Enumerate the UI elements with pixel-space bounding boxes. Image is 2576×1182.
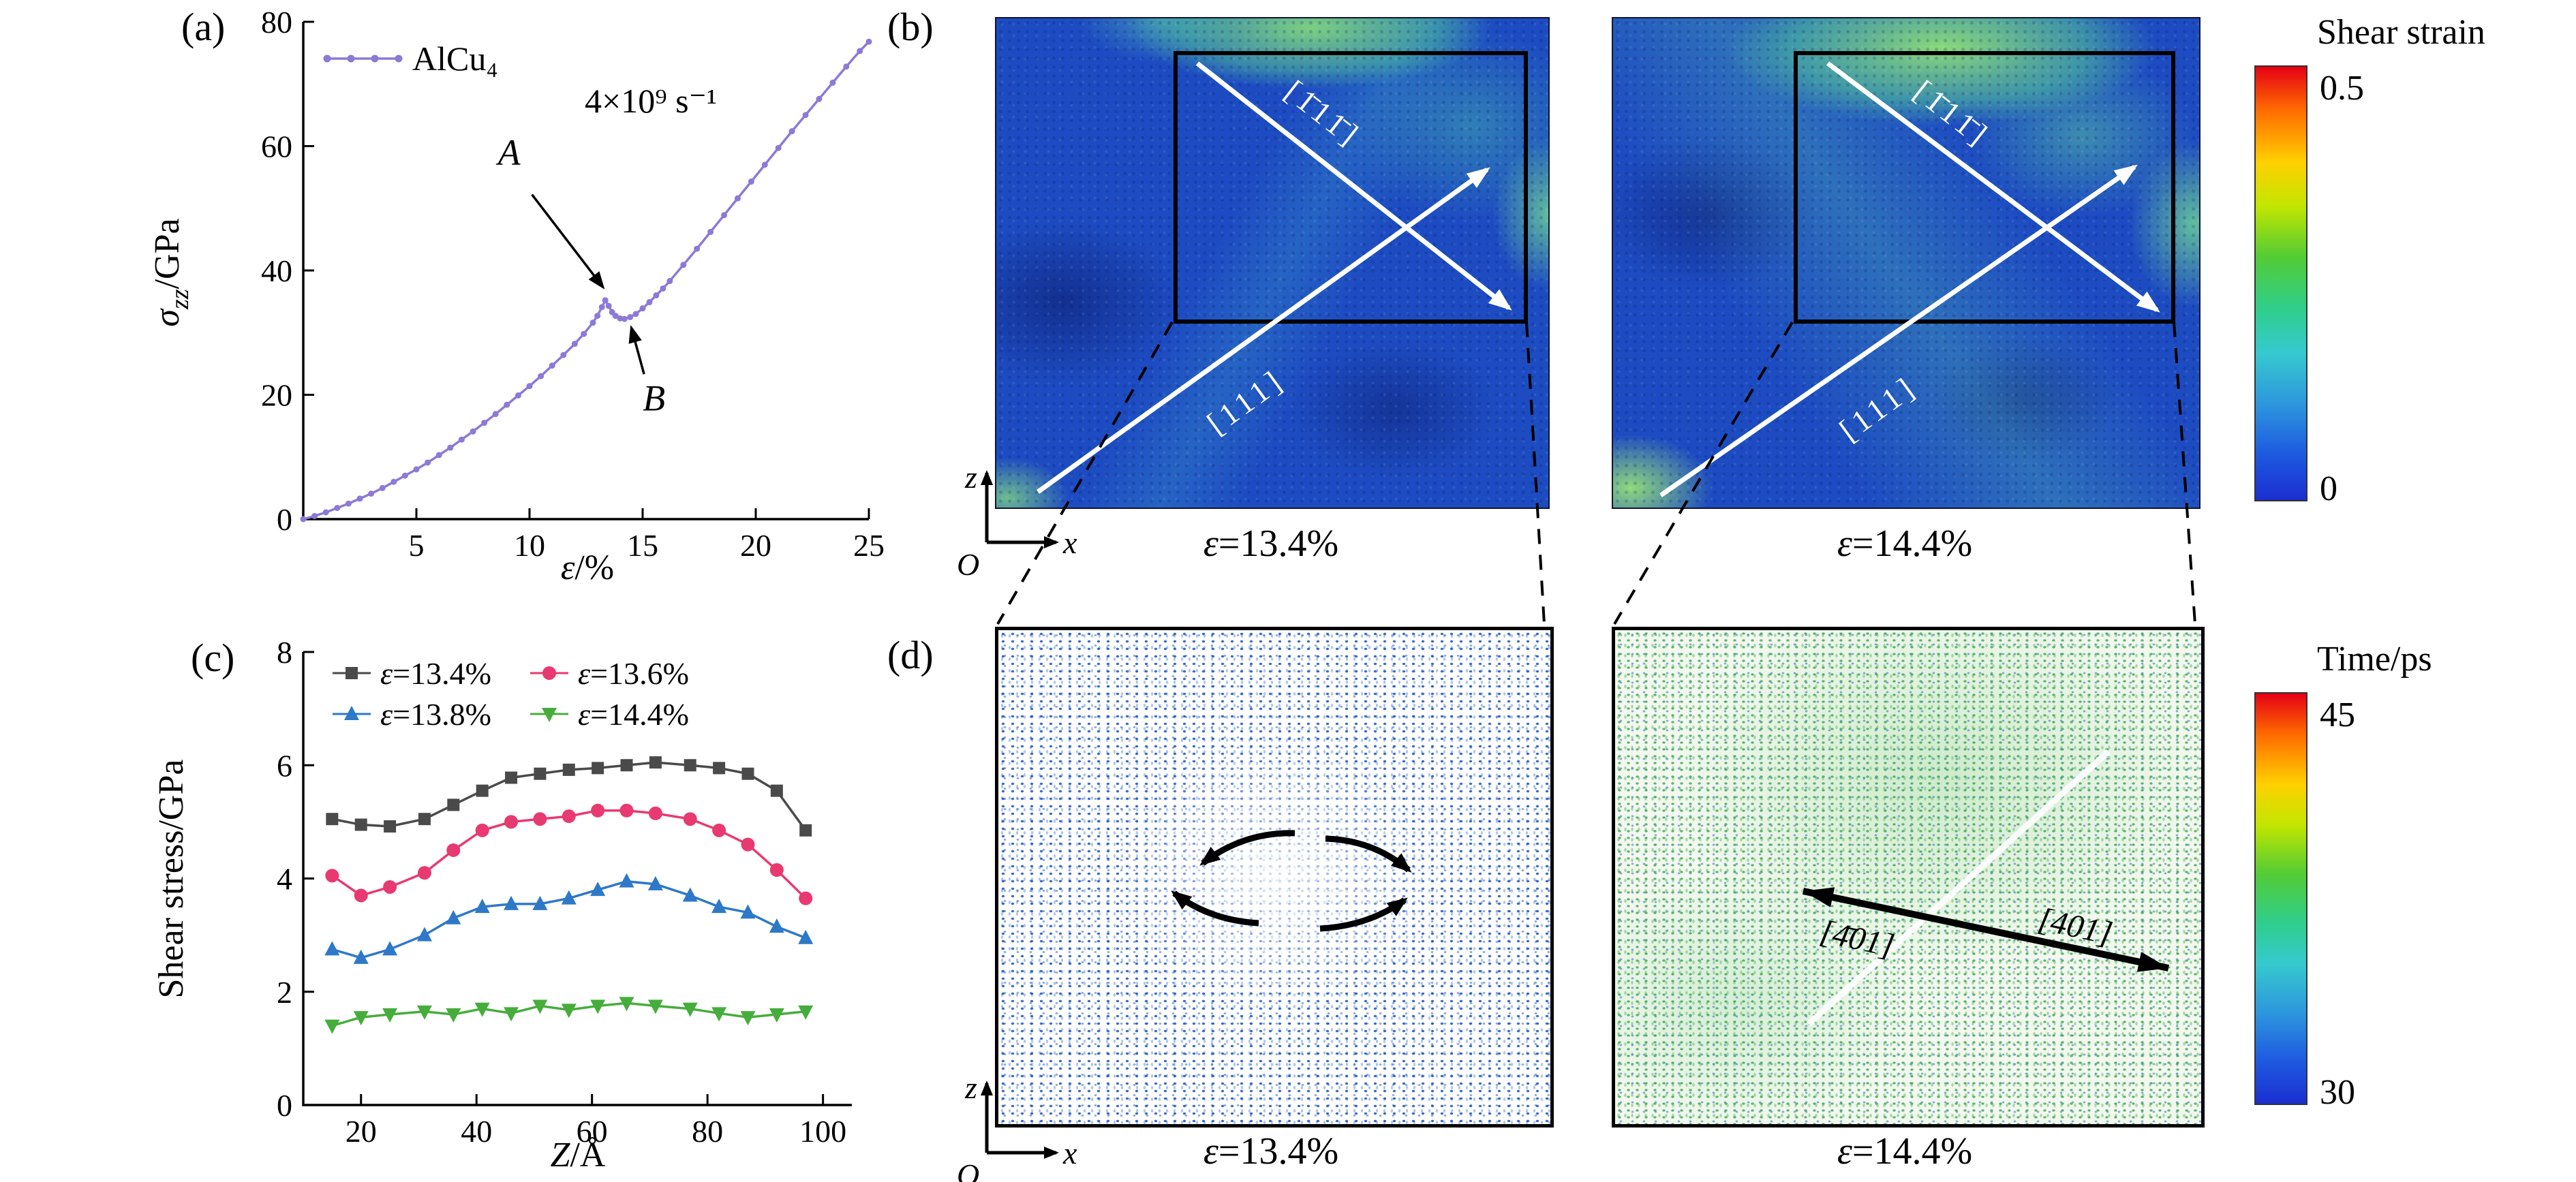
svg-text:60: 60	[261, 129, 292, 164]
zoom-region-box-1	[1174, 51, 1528, 324]
panel-c-label: (c)	[191, 636, 235, 680]
shear-colorbar-max: 0.5	[2320, 69, 2364, 108]
strain-map-1-overlay: [1̄11̄] [111]	[1036, 61, 1512, 494]
flow-arrows-overlay	[1171, 830, 1412, 932]
shear-colorbar-min: 0	[2320, 469, 2337, 508]
time-colorbar-title: Time/ps	[2317, 640, 2432, 679]
svg-text:B: B	[643, 377, 665, 418]
svg-text:Z/Å: Z/Å	[551, 1136, 606, 1175]
flow-arrow-upper-right	[1325, 835, 1412, 873]
svg-text:2: 2	[277, 975, 292, 1010]
x-axis-label: x	[1062, 525, 1077, 560]
svg-text:25: 25	[853, 528, 885, 563]
zoom-region-box-2	[1794, 51, 2175, 324]
shear-strain-colorbar	[2254, 65, 2307, 501]
svg-text:80: 80	[261, 5, 292, 40]
stress-strain-chart: 0 20 40 60 80 5 10 15 20 25 ε/% σzz/GPa AlCu₄ 4×10⁹ s…	[148, 5, 885, 587]
panel-b-label: (b)	[887, 5, 934, 49]
shear-colorbar-title: Shear strain	[2317, 13, 2485, 52]
z-axis-label: z	[964, 460, 977, 495]
svg-text:AlCu₄: AlCu₄	[412, 40, 498, 78]
flow-arrow-lower-left	[1171, 890, 1259, 927]
svg-text:6: 6	[277, 748, 292, 783]
shear-strain-map-13-4: [1̄11̄] [111]	[995, 17, 1550, 509]
coordinate-axes-d: z x O	[957, 1070, 1077, 1182]
direction-label-left: [4̄01]	[1817, 914, 1897, 965]
svg-text:5: 5	[409, 528, 425, 563]
z-axis-label: z	[964, 1070, 977, 1105]
panel-d-label: (d)	[887, 633, 934, 677]
time-colorbar	[2254, 692, 2307, 1105]
slip-direction-overlay: [4̄01] [401]	[1802, 749, 2170, 1027]
svg-text:ε/%: ε/%	[561, 548, 614, 587]
arrowhead-right	[2136, 952, 2168, 972]
panel-a-label: (a)	[181, 5, 226, 49]
svg-text:40: 40	[461, 1114, 492, 1149]
time-colorbar-min: 30	[2320, 1073, 2355, 1112]
burgers-direction-arrow	[1802, 888, 2170, 971]
svg-text:4: 4	[277, 862, 292, 897]
svg-text:10: 10	[514, 528, 545, 563]
svg-text:60: 60	[577, 1114, 608, 1149]
direction-arrow-111	[1036, 167, 1490, 494]
svg-text:20: 20	[346, 1114, 377, 1149]
svg-text:σzz/GPa: σzz/GPa	[148, 218, 194, 326]
svg-text:Shear stress/GPa: Shear stress/GPa	[152, 760, 191, 999]
direction-label-lower: [111]	[1201, 362, 1291, 441]
svg-text:80: 80	[692, 1114, 723, 1149]
slip-trace-line	[1806, 749, 2111, 1027]
direction-label-lower: [111]	[1833, 369, 1923, 448]
direction-label-upper: [1̄11̄]	[1278, 74, 1368, 154]
svg-text:4×10⁹ s⁻¹: 4×10⁹ s⁻¹	[585, 82, 717, 120]
strain-caption-b2: ε=14.4%	[1837, 523, 1973, 565]
svg-text:ε=13.4%: ε=13.4%	[380, 656, 491, 691]
displacement-field-13-4	[995, 627, 1554, 1127]
strain-caption-d1: ε=13.4%	[1203, 1130, 1339, 1172]
flow-arrow-lower-right	[1319, 897, 1408, 932]
origin-label: O	[957, 547, 979, 580]
direction-arrow-111	[1659, 164, 2138, 497]
svg-text:40: 40	[261, 253, 292, 288]
time-colorbar-max: 45	[2320, 696, 2355, 734]
svg-text:20: 20	[740, 528, 771, 563]
direction-label-upper: [1̄11̄]	[1907, 74, 1997, 154]
svg-text:0: 0	[277, 1088, 292, 1123]
shear-strain-map-14-4: [1̄11̄] [111]	[1612, 17, 2201, 509]
displacement-field-14-4: [4̄01] [401]	[1612, 627, 2205, 1127]
svg-text:15: 15	[627, 528, 658, 563]
origin-label: O	[957, 1157, 979, 1182]
strain-caption-b1: ε=13.4%	[1203, 523, 1339, 565]
shear-stress-profile-chart: 0 2 4 6 8 20 40 60 80 100 Z/Å Shear stress/GPa ε=13.…	[152, 635, 852, 1175]
svg-text:ε=13.6%: ε=13.6%	[578, 656, 689, 691]
flow-arrow-upper-left	[1199, 830, 1295, 866]
svg-text:8: 8	[277, 635, 292, 670]
coordinate-axes-b: z x O	[957, 460, 1077, 580]
svg-text:ε=14.4%: ε=14.4%	[578, 697, 689, 732]
strain-map-2-overlay: [1̄11̄] [111]	[1659, 61, 2160, 497]
svg-text:20: 20	[261, 378, 292, 413]
x-axis-label: x	[1062, 1136, 1077, 1170]
direction-arrow-upper	[1826, 61, 2160, 313]
direction-arrow-upper	[1195, 61, 1512, 311]
svg-text:ε=13.8%: ε=13.8%	[380, 697, 491, 732]
svg-text:A: A	[496, 132, 521, 173]
strain-caption-d2: ε=14.4%	[1837, 1130, 1973, 1172]
svg-text:0: 0	[277, 502, 292, 537]
arrowhead-left	[1803, 887, 1835, 907]
svg-text:100: 100	[799, 1114, 846, 1149]
